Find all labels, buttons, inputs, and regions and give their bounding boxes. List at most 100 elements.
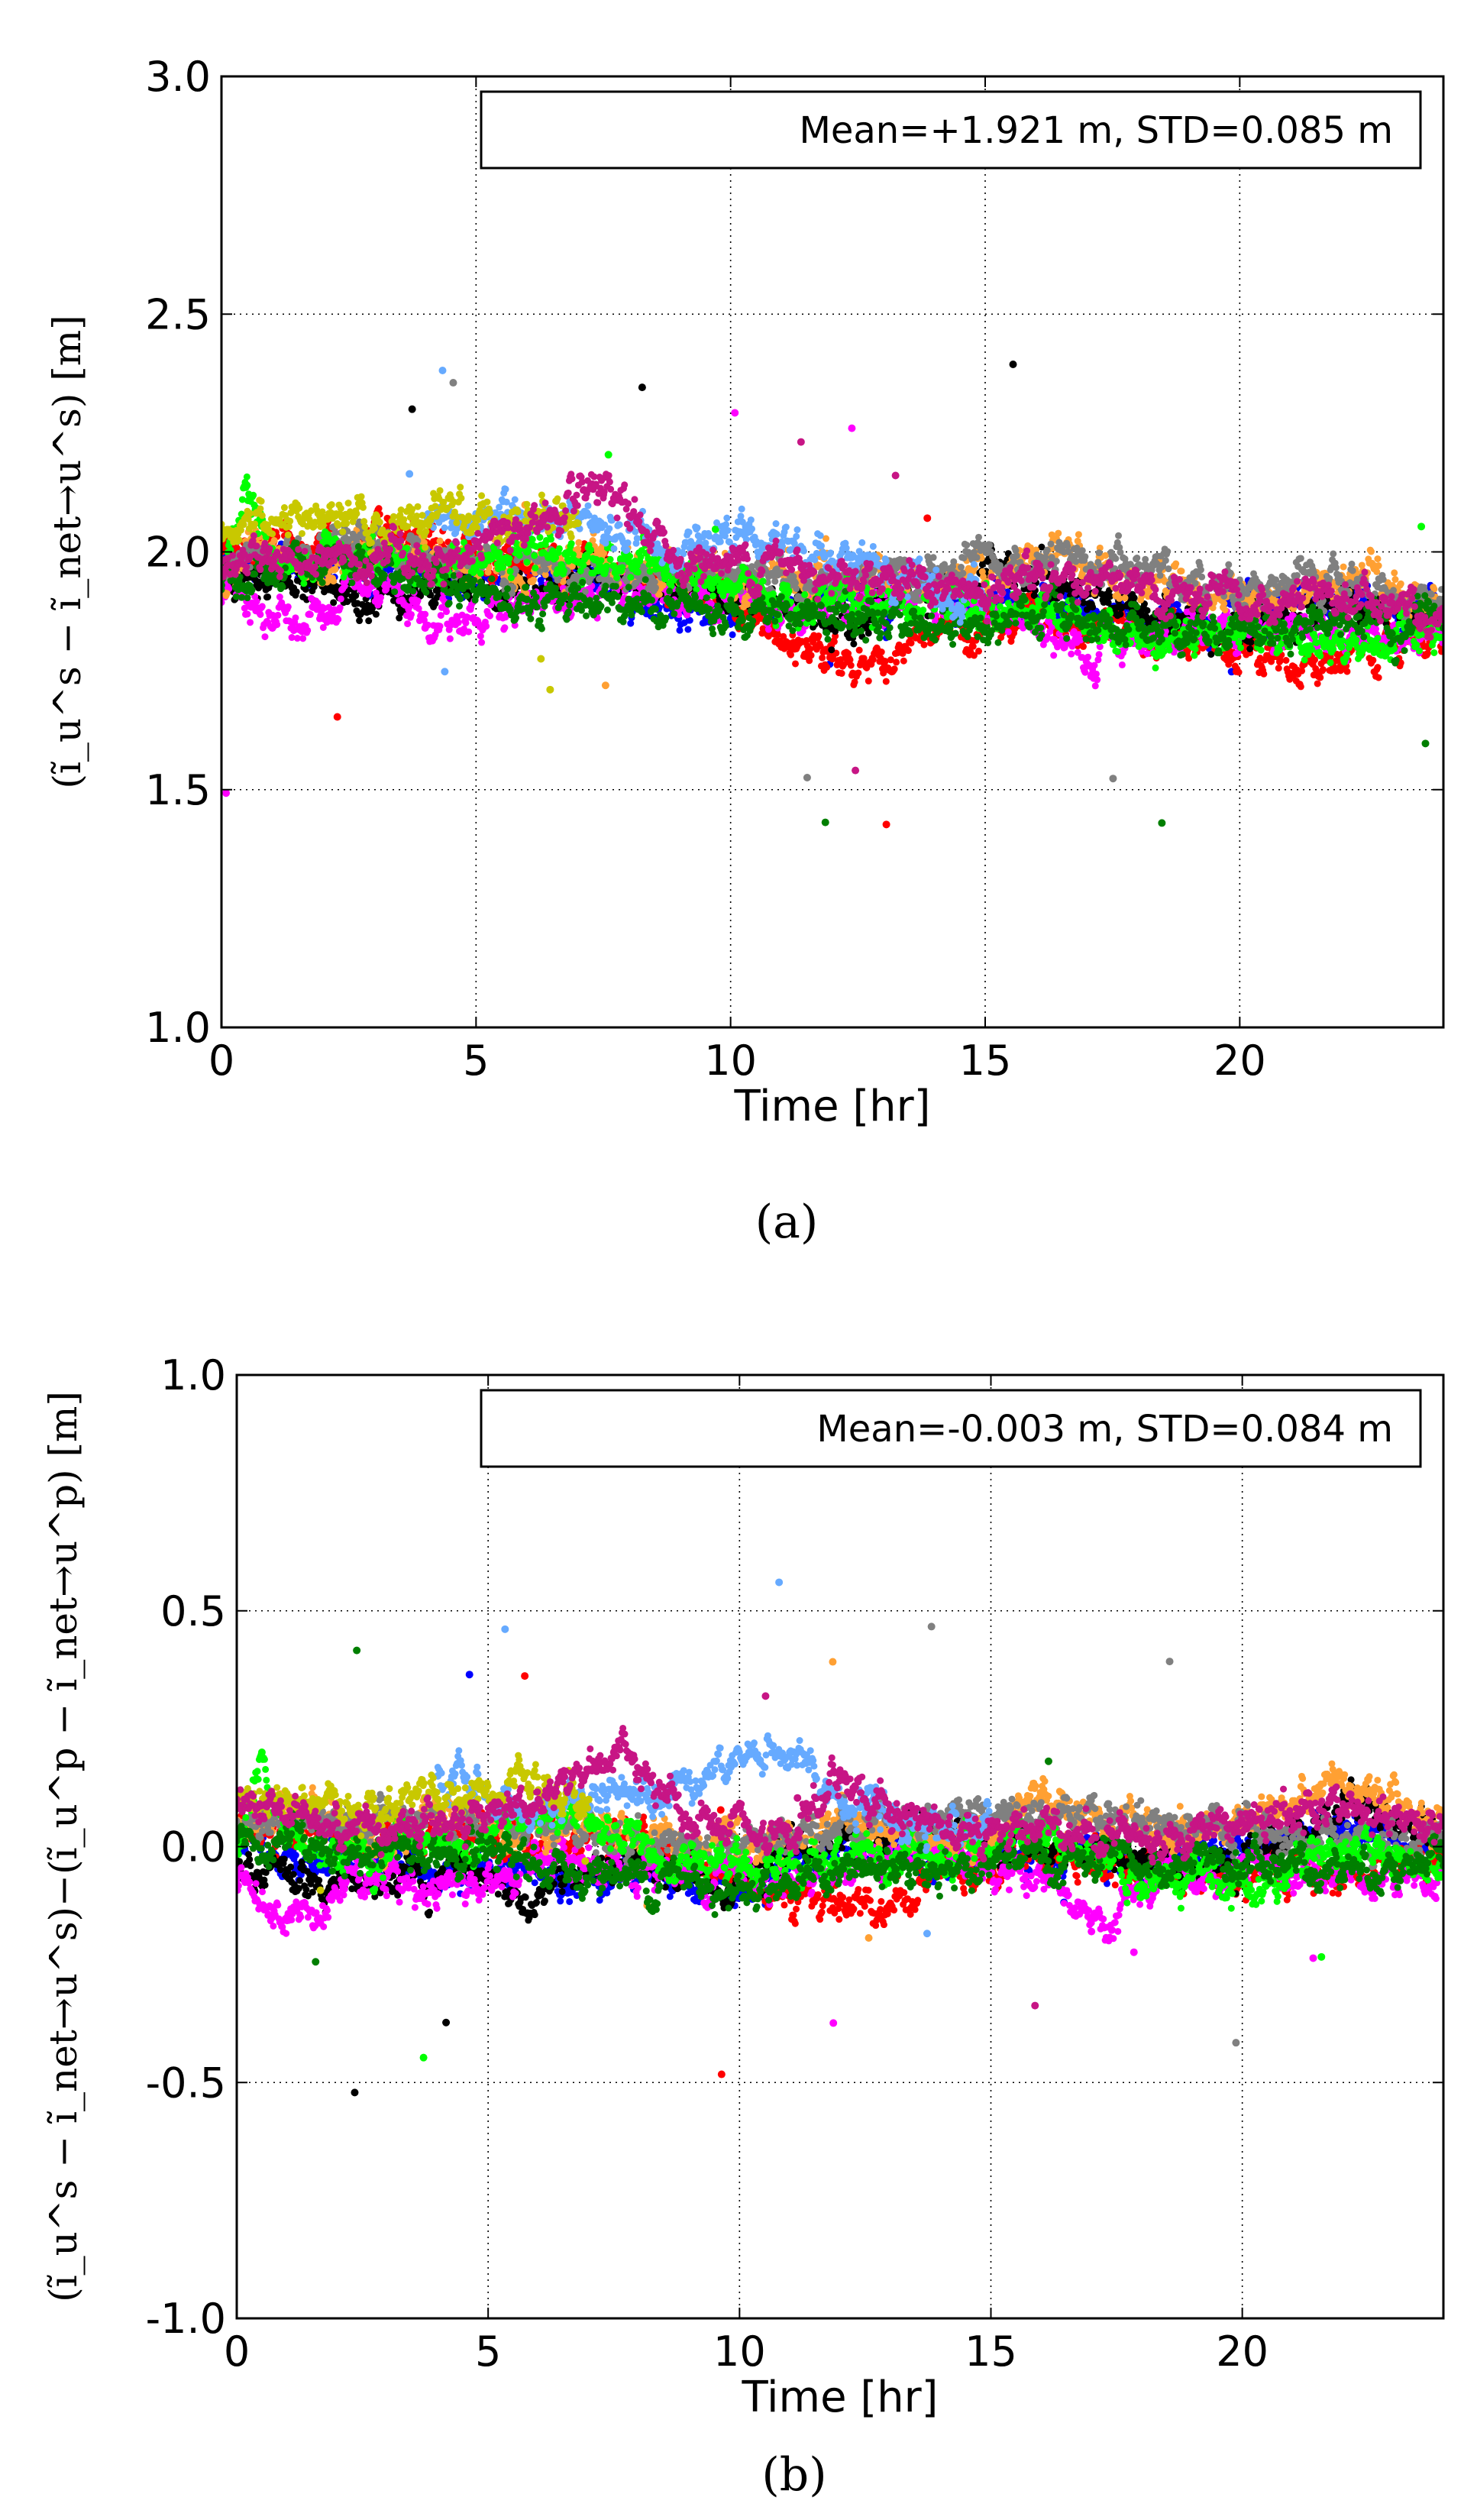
series-point [302,585,309,593]
series-point [257,610,264,618]
series-point [1314,680,1321,687]
series-point [847,662,855,669]
series-point [686,616,693,624]
series-point [1369,656,1377,664]
series-point [261,633,269,641]
series-point [404,620,412,628]
series-point [877,649,885,656]
series-point [900,657,907,665]
series-point [1130,594,1138,602]
series-point [815,632,823,639]
series-point [823,663,831,671]
series-point [1092,670,1100,678]
series-point [1375,674,1382,681]
series-point [850,640,858,648]
series-point [1207,651,1215,658]
series-point [1174,601,1181,609]
series-point [792,660,800,668]
series-point [477,632,484,640]
series-point [304,626,312,634]
series-point [377,594,384,601]
series-point [1089,603,1097,611]
series-point [422,610,429,618]
series-point [729,631,736,639]
series-point [247,619,254,626]
series-point [1091,682,1099,690]
series-point [904,647,912,655]
series-point [258,603,266,610]
series-point [407,610,415,618]
series-point [869,656,877,664]
series-outlier-point [192,707,199,715]
series-point [446,635,454,642]
series-point [1319,666,1327,674]
series-point [375,505,383,513]
series-point [855,669,862,677]
series-point [1094,676,1101,684]
series-point [882,678,890,685]
series-point [465,628,473,636]
series-point [273,621,281,629]
series-point [244,610,251,618]
series-point [1050,652,1058,659]
series-point [969,642,977,650]
series-outlier-point [882,820,890,829]
series-point [335,616,342,623]
series-point [1311,656,1319,664]
series-outlier-point [408,405,416,413]
series-point [1081,668,1089,676]
series-point [1247,639,1255,646]
series-point [684,626,692,633]
series-point [306,610,314,618]
series-point [1282,657,1290,665]
series-point [1297,683,1304,691]
series-outlier-point [333,713,341,721]
series-point [431,600,439,607]
data-points [192,360,1443,829]
series-point [676,626,684,634]
series-point [352,592,360,600]
series-point [1084,653,1092,661]
series-point [627,619,635,627]
series-point [356,617,364,625]
series-point [1246,645,1254,652]
series-point [1004,628,1012,636]
series-point [501,624,509,632]
series-point [893,658,900,666]
series-point [819,654,826,662]
series-point [264,593,272,600]
series-point [907,639,915,647]
series-point [1343,668,1351,675]
series-point [865,678,872,685]
series-point [1275,665,1282,672]
series-point [890,665,898,673]
series-point [274,611,282,619]
series-point [920,641,928,649]
series-point [1117,610,1124,618]
series-point [764,626,772,633]
series-point [372,610,380,618]
series-point [1095,651,1103,658]
series-point [365,617,373,625]
series-point [443,608,451,616]
series-point [855,646,863,654]
series-point [454,619,462,626]
series-point [1068,650,1075,658]
series-point [336,604,344,612]
series-point [253,597,260,605]
series-point [1143,607,1151,614]
series-point [807,652,815,659]
series-point [486,612,494,619]
series-outlier-point [923,514,932,522]
series-point [865,629,872,637]
series-point [337,595,344,603]
series-point [838,670,845,678]
series-outlier-point [1009,360,1017,368]
series-point [1317,674,1324,681]
series-point [284,603,292,610]
series-point [478,639,486,646]
series-point [299,635,307,642]
series-point [1260,670,1268,678]
